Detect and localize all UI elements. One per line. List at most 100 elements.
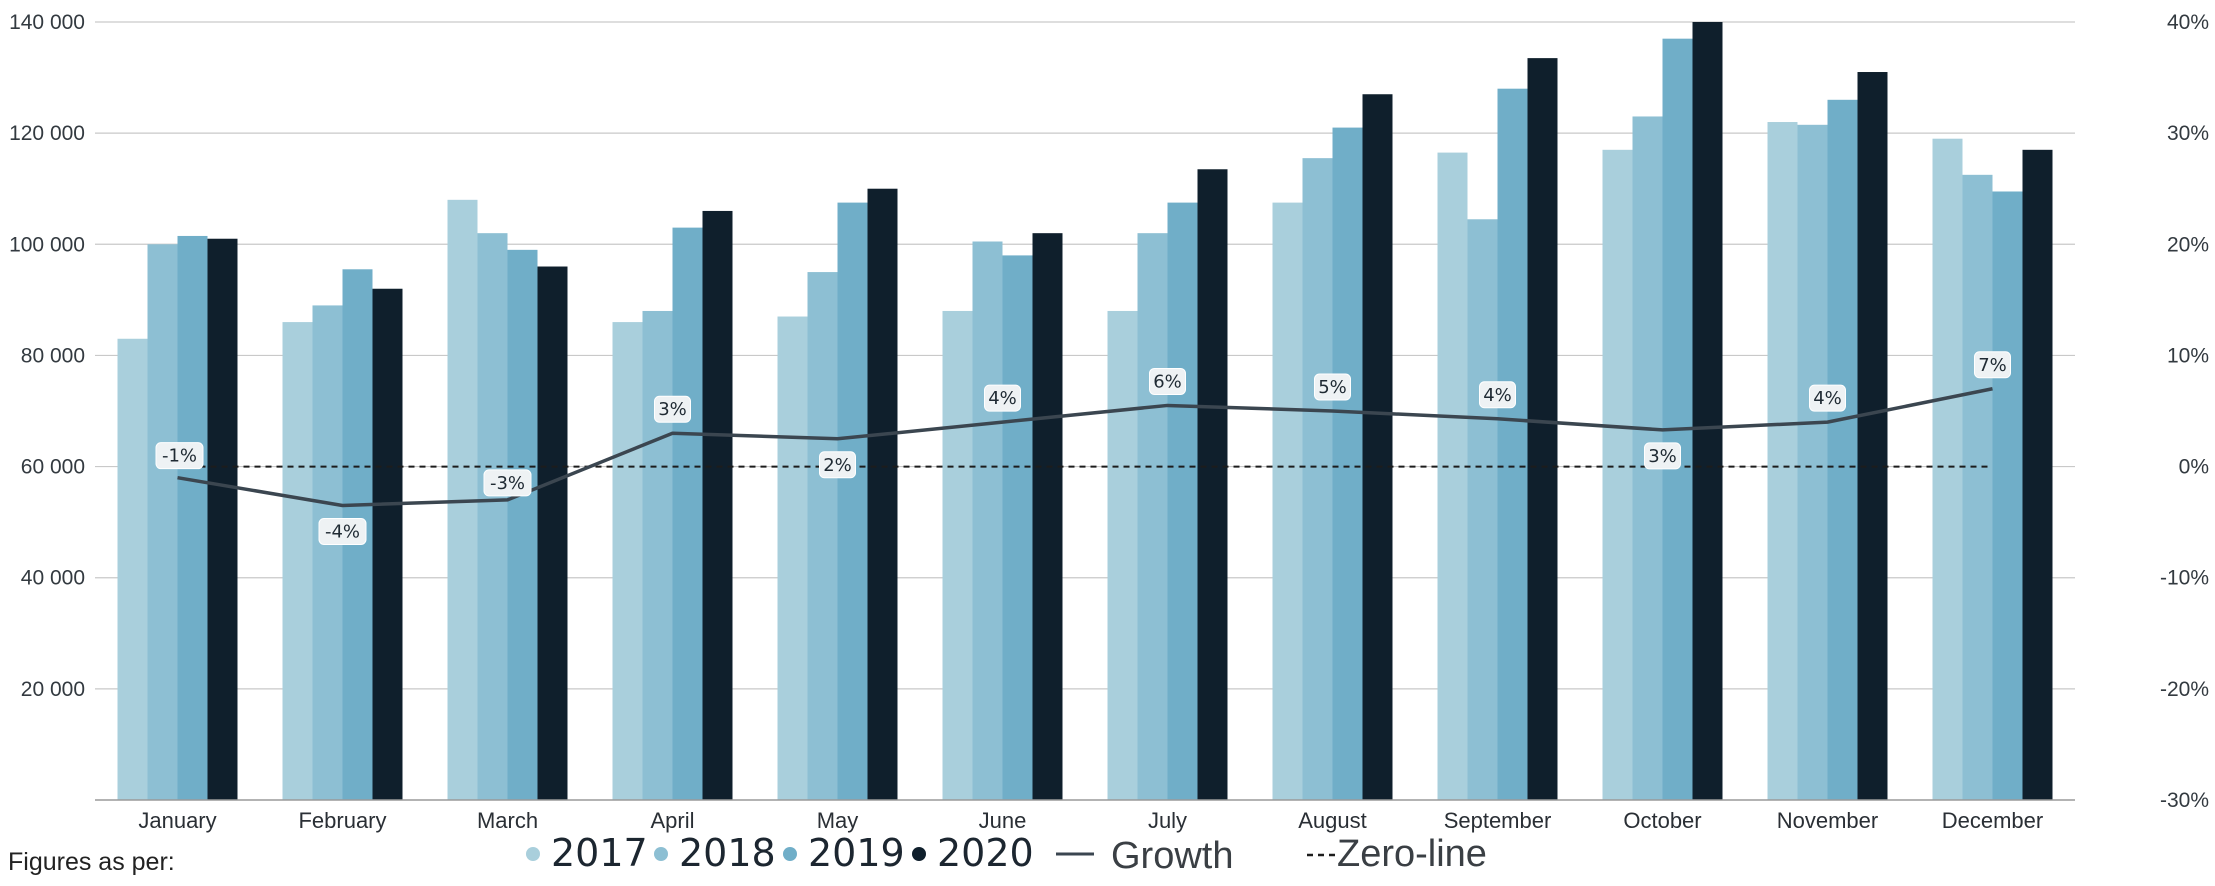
growth-label-text: 4% — [1483, 385, 1512, 406]
growth-data-label: -4% — [318, 517, 367, 545]
growth-data-label: 4% — [984, 384, 1021, 412]
bar-2019 — [1662, 38, 1693, 800]
y-right-tick-label: 40% — [2167, 11, 2209, 34]
growth-data-label: 2% — [819, 451, 856, 479]
x-tick-label: October — [1623, 808, 1701, 833]
legend-marker — [783, 847, 797, 861]
bar-2020 — [372, 288, 403, 800]
growth-label-text: -1% — [162, 446, 197, 467]
bar-2017 — [1437, 152, 1468, 801]
bar-2017 — [942, 310, 973, 800]
footer-note: Figures as per: — [8, 848, 175, 876]
bar-2019 — [1332, 127, 1363, 801]
y-right-tick-label: 10% — [2167, 344, 2209, 367]
growth-line — [177, 387, 1993, 508]
y-left-tick-label: 140 000 — [9, 11, 85, 34]
x-tick-label: November — [1777, 808, 1878, 833]
bar-series — [117, 22, 2053, 801]
bar-2020 — [1692, 22, 1723, 800]
growth-label-box — [1314, 373, 1351, 401]
bar-2020 — [1362, 94, 1393, 800]
growth-label-box — [1809, 384, 1846, 412]
bar-2017 — [117, 338, 148, 800]
growth-label-box — [654, 395, 691, 423]
growth-label-box — [1974, 351, 2011, 379]
bar-2018 — [1302, 158, 1333, 800]
bar-2019 — [507, 249, 538, 801]
legend-item: Zero-line — [1307, 833, 1487, 875]
growth-label-box — [155, 442, 204, 470]
growth-series-line — [177, 387, 1993, 508]
legend-label: Zero-line — [1337, 833, 1487, 875]
y-left-tick-label: 40 000 — [21, 567, 85, 590]
legend-item: Growth — [1056, 835, 1233, 877]
bar-2018 — [1467, 219, 1498, 800]
growth-label-box — [1149, 367, 1186, 395]
bar-2020 — [1032, 233, 1063, 800]
bar-2019 — [1497, 88, 1528, 800]
bar-2018 — [1797, 124, 1828, 801]
bar-2020 — [537, 266, 568, 800]
legend-item: 2018 — [654, 831, 776, 875]
x-tick-label: July — [1148, 808, 1187, 833]
bar-2017 — [777, 316, 808, 800]
bar-2020 — [2022, 149, 2053, 801]
x-tick-label: September — [1444, 808, 1552, 833]
bar-2018 — [1962, 174, 1993, 801]
bar-2017 — [1602, 149, 1633, 801]
y-right-tick-label: -10% — [2160, 567, 2209, 590]
bar-2017 — [1272, 202, 1303, 800]
legend-label: Growth — [1111, 835, 1233, 877]
y-right-tick-label: 20% — [2167, 233, 2209, 256]
bar-2019 — [1002, 255, 1033, 800]
bar-2017 — [1932, 138, 1963, 800]
bar-2020 — [702, 210, 733, 800]
growth-label-text: 4% — [988, 388, 1017, 409]
bar-2018 — [972, 241, 1003, 800]
bar-2020 — [207, 238, 238, 800]
growth-label-text: -4% — [325, 521, 360, 542]
bar-2018 — [312, 305, 343, 800]
growth-data-label: 3% — [1644, 442, 1681, 470]
growth-data-label: 7% — [1974, 351, 2011, 379]
bar-2019 — [177, 235, 208, 800]
growth-label-text: 6% — [1153, 371, 1182, 392]
y-right-tick-label: -30% — [2160, 789, 2209, 812]
growth-data-label: 6% — [1149, 367, 1186, 395]
y-left-tick-label: 20 000 — [21, 678, 85, 701]
bar-2020 — [867, 188, 898, 800]
legend-label: 2017 — [551, 831, 648, 875]
growth-data-label: -1% — [155, 442, 204, 470]
legend-marker — [654, 847, 668, 861]
x-tick-label: June — [979, 808, 1027, 833]
growth-label-box — [1479, 381, 1516, 409]
legend-marker — [526, 847, 540, 861]
left-y-axis: 20 000 40 000 60 000 80 000 100 000 120 000 14… — [9, 11, 85, 701]
bar-2018 — [807, 272, 838, 801]
legend-label: 2018 — [679, 831, 776, 875]
growth-data-label: 5% — [1314, 373, 1351, 401]
x-tick-label: April — [650, 808, 694, 833]
bar-2019 — [672, 227, 703, 801]
growth-label-text: 2% — [823, 455, 852, 476]
bar-2017 — [1107, 310, 1138, 800]
y-left-tick-label: 80 000 — [21, 344, 85, 367]
bar-2017 — [612, 322, 643, 800]
bar-2020 — [1527, 58, 1558, 800]
bar-2017 — [282, 322, 313, 800]
bar-2020 — [1197, 169, 1228, 800]
legend-marker — [912, 847, 926, 861]
growth-data-label: 4% — [1479, 381, 1516, 409]
growth-label-box — [984, 384, 1021, 412]
bar-2019 — [1992, 191, 2023, 800]
growth-label-box — [1644, 442, 1681, 470]
bar-2019 — [1167, 202, 1198, 800]
bar-2019 — [1827, 99, 1858, 801]
bar-2017 — [1767, 122, 1798, 801]
x-tick-label: December — [1942, 808, 2043, 833]
growth-data-labels: -1% -4% -3% 3% 2% 4% 6% 5% 4% 3% 4% 7% — [155, 351, 2011, 545]
growth-data-label: 3% — [654, 395, 691, 423]
growth-label-text: 3% — [1648, 446, 1677, 467]
growth-label-text: 5% — [1318, 377, 1347, 398]
